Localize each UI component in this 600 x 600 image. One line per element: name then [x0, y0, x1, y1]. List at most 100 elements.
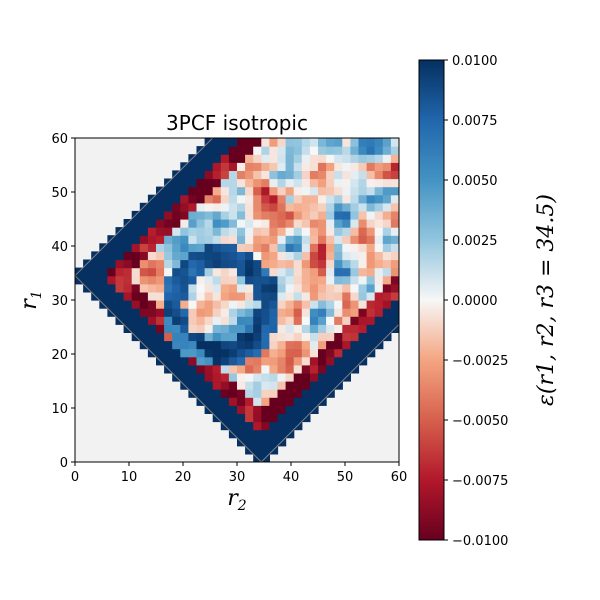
heatmap-cell — [301, 356, 311, 366]
heatmap-cell — [390, 235, 399, 244]
heatmap-cell — [253, 267, 262, 277]
heatmap-cell — [220, 405, 230, 414]
heatmap-cell — [309, 194, 319, 204]
heatmap-cell — [269, 146, 279, 155]
heatmap-cell — [196, 251, 206, 261]
heatmap-cell — [228, 235, 238, 244]
heatmap-cell — [237, 275, 246, 285]
heatmap-cell — [318, 340, 327, 350]
heatmap-cell — [285, 300, 295, 309]
heatmap-cell — [188, 251, 198, 261]
heatmap-cell — [196, 364, 206, 374]
heatmap-cell — [269, 405, 279, 414]
heatmap-cell — [196, 316, 206, 325]
heatmap-cell — [188, 210, 198, 220]
heatmap-cell — [220, 364, 230, 374]
heatmap-cell — [253, 251, 262, 261]
heatmap-cell — [123, 251, 133, 261]
heatmap-cell — [342, 170, 351, 180]
heatmap-cell — [277, 381, 287, 390]
heatmap-cell — [382, 243, 392, 252]
heatmap-cell — [285, 372, 295, 382]
heatmap-cell — [253, 429, 262, 439]
heatmap-cell — [228, 308, 238, 317]
heatmap-cell — [326, 243, 335, 252]
heatmap-cell — [342, 154, 351, 163]
heatmap-cell — [212, 405, 222, 414]
heatmap-cell — [301, 405, 311, 414]
heatmap-cell — [334, 202, 343, 212]
heatmap-cell — [245, 364, 254, 374]
heatmap-cell — [172, 340, 181, 350]
heatmap-cell — [390, 267, 399, 277]
heatmap-cell — [334, 194, 343, 204]
heatmap-cell — [318, 364, 327, 374]
heatmap-cell — [156, 324, 165, 333]
heatmap-cell — [334, 267, 343, 277]
heatmap-cell — [301, 162, 311, 171]
heatmap-cell — [196, 340, 206, 350]
heatmap-cell — [366, 243, 376, 252]
heatmap-cell — [277, 275, 287, 285]
heatmap-cell — [334, 210, 343, 220]
heatmap-cell — [261, 194, 270, 204]
heatmap-cell — [277, 227, 287, 236]
heatmap-cell — [366, 154, 376, 163]
region-edge — [74, 137, 214, 277]
heatmap-cell — [253, 227, 262, 236]
heatmap-cell — [172, 227, 181, 236]
heatmap-cell — [188, 340, 198, 350]
heatmap-cell — [212, 138, 222, 147]
heatmap-cell — [188, 291, 198, 301]
heatmap-cell — [253, 283, 262, 293]
heatmap-cell — [334, 308, 343, 317]
heatmap-cell — [253, 219, 262, 228]
heatmap-cell — [269, 332, 279, 342]
heatmap-cell — [269, 340, 279, 350]
heatmap-cell — [164, 251, 173, 261]
heatmap-cell — [261, 300, 270, 309]
heatmap-cell — [164, 300, 173, 309]
heatmap-cell — [172, 194, 181, 204]
heatmap-cell — [301, 170, 311, 180]
heatmap-cell — [245, 202, 254, 212]
heatmap-cell — [228, 364, 238, 374]
heatmap-cell — [318, 186, 327, 196]
heatmap-cell — [180, 235, 189, 244]
heatmap-cell — [220, 283, 230, 293]
heatmap-cell — [277, 308, 287, 317]
heatmap-cell — [374, 332, 384, 342]
heatmap-cell — [285, 243, 295, 252]
heatmap-cell — [196, 227, 206, 236]
heatmap-cell — [382, 300, 392, 309]
heatmap-cell — [277, 219, 287, 228]
heatmap-cell — [156, 267, 165, 277]
heatmap-cell — [212, 194, 222, 204]
heatmap-cell — [350, 235, 360, 244]
heatmap-cell — [382, 154, 392, 163]
heatmap-cell — [309, 397, 319, 406]
heatmap-cell — [374, 138, 384, 147]
heatmap-cell — [188, 275, 198, 285]
heatmap-cell — [131, 308, 141, 317]
heatmap-cell — [107, 291, 117, 301]
heatmap-cell — [342, 291, 351, 301]
heatmap-cell — [277, 146, 287, 155]
region-edge — [74, 275, 262, 463]
heatmap-cell — [131, 267, 141, 277]
heatmap-cell — [374, 178, 384, 188]
heatmap-cell — [237, 154, 246, 163]
heatmap-cell — [253, 202, 262, 212]
heatmap-cell — [156, 235, 165, 244]
heatmap-cell — [115, 300, 125, 309]
heatmap-cell — [172, 283, 181, 293]
heatmap-field — [75, 138, 399, 462]
heatmap-cell — [318, 389, 327, 398]
heatmap-cell — [285, 348, 295, 358]
heatmap-cell — [301, 194, 311, 204]
heatmap-cell — [382, 202, 392, 212]
heatmap-cell — [326, 348, 335, 358]
heatmap-cell — [164, 210, 173, 220]
heatmap-cell — [293, 356, 303, 366]
